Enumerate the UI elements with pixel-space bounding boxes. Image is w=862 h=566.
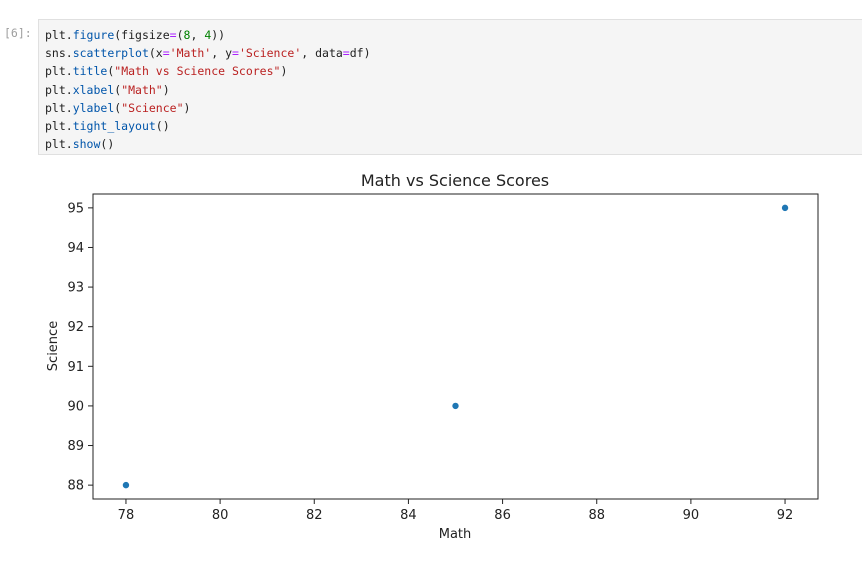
- code-token: , y: [211, 46, 232, 61]
- y-tick-label: 95: [67, 201, 84, 216]
- code-token: sns.: [45, 46, 73, 61]
- code-line: sns.scatterplot(x='Math', y='Science', d…: [45, 44, 862, 62]
- code-token: =: [232, 46, 239, 61]
- x-tick-label: 80: [212, 508, 229, 523]
- code-token: (: [114, 100, 122, 115]
- code-token: df): [349, 46, 371, 61]
- chart-title: Math vs Science Scores: [361, 171, 549, 190]
- plot-area-frame: [92, 193, 819, 500]
- code-cell[interactable]: plt.figure(figsize=(8, 4)) sns.scatterplo…: [38, 19, 862, 155]
- code-token: =: [162, 46, 170, 61]
- code-token: plt.: [45, 64, 73, 79]
- code-token: (figsize: [114, 28, 170, 42]
- x-axis: 78 80 82 84 86 88 90 92: [118, 499, 794, 523]
- y-tick-label: 90: [67, 399, 84, 414]
- x-tick-label: 84: [400, 508, 417, 523]
- y-tick-label: 93: [67, 281, 84, 296]
- code-line: plt.show(): [45, 135, 862, 153]
- x-axis-label: Math: [439, 527, 472, 542]
- y-tick-label: 94: [67, 241, 84, 256]
- code-token: tight_layout: [72, 118, 156, 133]
- code-token: (x: [148, 46, 163, 61]
- code-token: =: [169, 28, 177, 42]
- cell-output: Math vs Science Scores 78 80 82 84 86 88 90 92 …: [38, 162, 862, 562]
- x-tick-label: 82: [306, 508, 323, 523]
- code-token: (): [155, 118, 170, 133]
- code-token: 'Science': [238, 46, 302, 61]
- code-token: "Math vs Science Scores": [114, 64, 281, 79]
- scatter-point: [121, 481, 130, 490]
- code-token: 'Math': [169, 46, 212, 61]
- code-token: 4: [204, 28, 212, 42]
- scatter-chart: Math vs Science Scores 78 80 82 84 86 88 90 92 …: [46, 171, 819, 542]
- code-line: plt.ylabel("Science"): [45, 99, 862, 117]
- code-token: plt.: [45, 100, 73, 115]
- y-axis: 88 89 90 91 92 93 94 95: [67, 201, 93, 494]
- x-tick-label: 86: [494, 508, 511, 523]
- code-token: ): [280, 64, 288, 79]
- y-tick-label: 91: [67, 360, 84, 375]
- code-token: plt.: [45, 28, 73, 42]
- scatter-point: [451, 401, 460, 410]
- code-token: plt.: [45, 137, 73, 152]
- y-tick-label: 89: [67, 439, 84, 454]
- code-line: plt.title("Math vs Science Scores"): [45, 62, 862, 80]
- y-tick-label: 88: [67, 479, 84, 494]
- code-token: "Math": [121, 82, 163, 97]
- x-tick-label: 92: [777, 508, 794, 523]
- x-tick-label: 78: [118, 508, 135, 523]
- code-token: scatterplot: [72, 46, 149, 61]
- scatter-point: [781, 203, 790, 212]
- code-token: figure: [72, 28, 115, 42]
- code-line: plt.xlabel("Math"): [45, 81, 862, 99]
- cell-prompt: [6]:: [4, 26, 32, 40]
- code-token: xlabel: [72, 82, 115, 97]
- code-token: "Science": [121, 100, 184, 115]
- data-points: [121, 203, 790, 490]
- y-tick-label: 92: [67, 320, 84, 335]
- code-line: plt.tight_layout(): [45, 117, 862, 135]
- x-tick-label: 90: [683, 508, 700, 523]
- code-token: ylabel: [72, 100, 115, 115]
- code-token: =: [342, 46, 350, 61]
- code-token: ): [162, 82, 170, 97]
- code-token: show: [72, 137, 101, 152]
- code-token: plt.: [45, 118, 73, 133]
- code-token: title: [72, 64, 108, 79]
- code-token: (: [107, 64, 115, 79]
- x-tick-label: 88: [588, 508, 605, 523]
- code-token: 8: [183, 28, 191, 42]
- code-token: ,: [190, 28, 205, 42]
- code-token: , data: [301, 46, 343, 61]
- code-token: (: [176, 28, 184, 42]
- code-line: plt.figure(figsize=(8, 4)): [45, 26, 862, 44]
- y-axis-label: Science: [46, 321, 61, 371]
- code-token: (: [114, 82, 122, 97]
- code-token: )): [211, 28, 226, 42]
- code-token: plt.: [45, 82, 73, 97]
- code-token: ): [183, 100, 191, 115]
- code-token: (): [100, 137, 115, 152]
